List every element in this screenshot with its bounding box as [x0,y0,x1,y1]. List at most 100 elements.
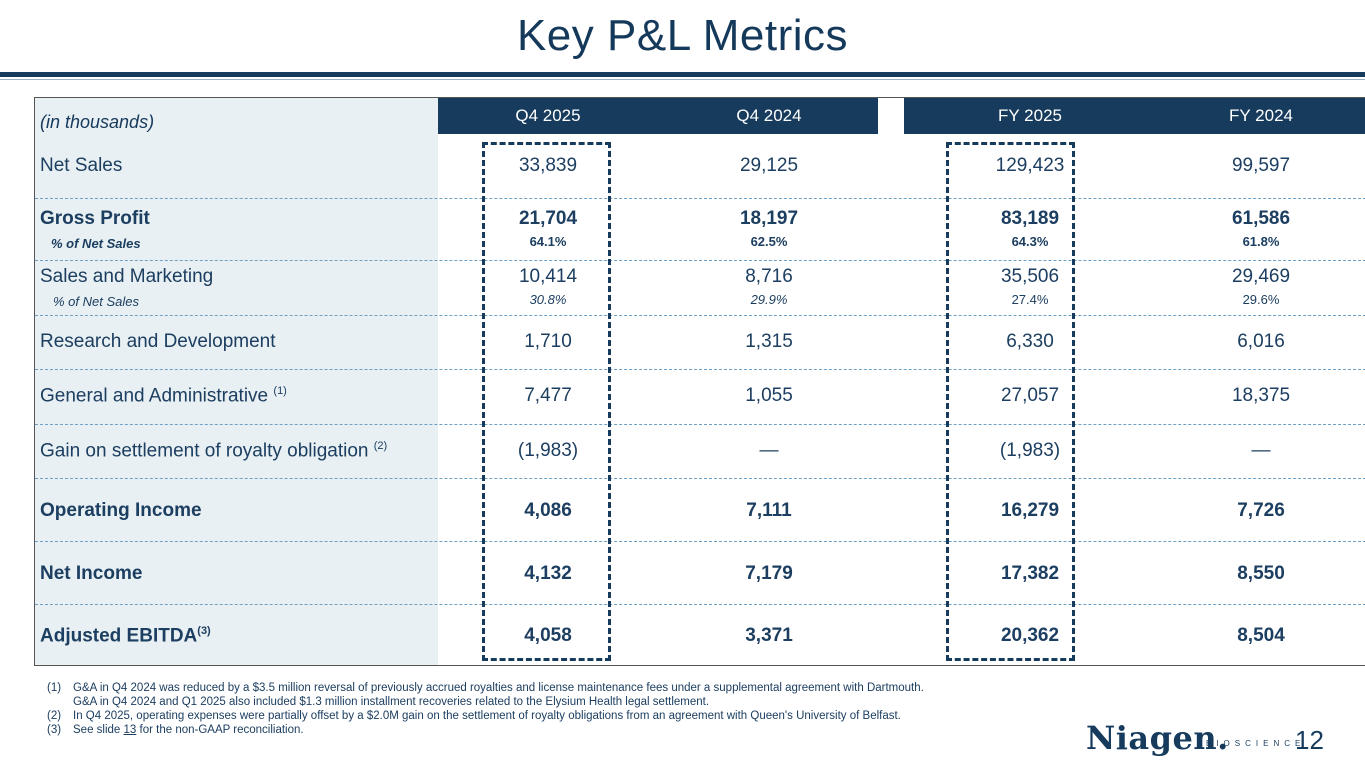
fy-2025-highlight-box [946,142,1075,661]
cell-value: 33,839 [518,155,578,176]
row-label: General and Administrative (1) [40,385,287,407]
row-separator [35,369,1365,370]
table-row: Operating Income 4,086 7,111 16,279 7,72… [35,478,1365,541]
cell-percent: 30.8% [529,292,567,307]
cell-value: 1,315 [745,331,793,352]
table-row: Net Income 4,132 7,179 17,382 8,550 [35,541,1365,604]
cell-value: — [759,440,779,461]
cell-percent: 62.5% [750,234,788,249]
cell-value: 61,586 [1231,208,1291,229]
table-row: Research and Development 1,710 1,315 6,3… [35,315,1365,369]
row-label: Sales and Marketing [40,266,214,287]
row-label: Net Income [40,563,143,584]
page-title: Key P&L Metrics [516,11,849,60]
row-label: Gain on settlement of royalty obligation… [40,440,387,462]
title-divider [0,72,1365,77]
footnote-ref: (1) [273,385,287,397]
row-label: Gross Profit [40,208,150,229]
row-label: Operating Income [40,500,202,521]
cell-percent: 64.3% [1011,234,1049,249]
cell-percent: 61.8% [1242,234,1280,249]
row-separator [35,260,1365,261]
table-row: Sales and Marketing % of Net Sales 10,41… [35,260,1365,315]
row-label: Net Sales [40,155,123,176]
footnote-number: (3) [47,724,62,736]
row-label: Research and Development [40,331,276,352]
footnote-item: (3) See slide 13 for the non-GAAP reconci… [47,723,924,737]
cell-value: 27,057 [1000,385,1060,406]
cell-value: 7,179 [745,563,793,584]
fiscal-year-header-band [904,98,1365,134]
quarter-header-band [438,98,878,134]
cell-value: 18,197 [739,208,799,229]
cell-percent: 64.1% [529,234,567,249]
row-separator [35,424,1365,425]
cell-value: 8,716 [745,266,793,287]
table-row: Net Sales 33,839 29,125 129,423 99,597 [35,134,1365,198]
row-sublabel: % of Net Sales [53,294,139,309]
cell-value: 7,477 [524,385,572,406]
cell-value: (1,983) [999,440,1061,461]
row-label-text: Gain on settlement of royalty obligation [40,440,369,462]
cell-value: 8,550 [1237,563,1285,584]
row-separator [35,604,1365,605]
slide-link[interactable]: 13 [123,724,137,736]
cell-value: 29,469 [1231,266,1291,287]
row-separator [35,315,1365,316]
cell-value: 129,423 [995,155,1065,176]
footnote-text: G&A in Q4 2024 and Q1 2025 also included… [73,696,710,708]
cell-value: 6,016 [1237,331,1285,352]
table-row: Gross Profit % of Net Sales 21,704 18,19… [35,198,1365,260]
row-separator [35,541,1365,542]
units-label: (in thousands) [40,112,155,132]
footnote-text: G&A in Q4 2024 was reduced by a $3.5 mil… [73,682,924,694]
table-row: Adjusted EBITDA(3) 4,058 3,371 20,362 8,… [35,604,1365,666]
cell-value: 7,111 [746,500,792,521]
cell-value: 21,704 [518,208,578,229]
cell-value: 3,371 [745,625,793,646]
cell-value: 18,375 [1231,385,1291,406]
column-header: FY 2024 [1229,106,1293,125]
cell-value: 35,506 [1000,266,1060,287]
cell-value: 4,086 [524,500,572,521]
table-row: Gain on settlement of royalty obligation… [35,424,1365,478]
footnote-item: G&A in Q4 2024 and Q1 2025 also included… [47,695,924,709]
cell-value: 6,330 [1006,331,1054,352]
cell-value: 17,382 [1000,563,1060,584]
pl-metrics-table: (in thousands) Q4 2025 Q4 2024 FY 2025 F… [34,97,1365,666]
cell-value: 16,279 [1000,500,1060,521]
row-label-text: General and Administrative [40,385,269,407]
logo-wordmark: Niagen. [1086,719,1229,757]
cell-value: 1,710 [524,331,572,352]
row-label: Adjusted EBITDA(3) [40,625,211,647]
niagen-logo: Niagen. BIOSCIENCE [1086,719,1300,759]
column-header: FY 2025 [998,106,1062,125]
row-label-text: Adjusted EBITDA [40,625,198,647]
cell-value: 99,597 [1231,155,1291,176]
cell-value: 83,189 [1000,208,1060,229]
cell-value: (1,983) [517,440,579,461]
cell-percent: 27.4% [1011,292,1049,307]
row-separator [35,478,1365,479]
cell-value: 1,055 [745,385,793,406]
footnote-text: See slide [73,724,121,736]
column-header: Q4 2024 [736,106,802,125]
footnote-ref: (3) [197,625,211,637]
footnote-text: In Q4 2025, operating expenses were part… [73,710,901,722]
column-header: Q4 2025 [515,106,581,125]
cell-value: 10,414 [518,266,578,287]
cell-value: 29,125 [739,155,799,176]
footnote-ref: (2) [373,440,388,452]
footnotes: (1) G&A in Q4 2024 was reduced by a $3.5 … [47,681,924,737]
cell-percent: 29.9% [750,292,788,307]
row-separator [35,198,1365,199]
footnote-number: (2) [47,710,62,722]
title-divider-thin [0,79,1365,80]
cell-percent: 29.6% [1242,292,1280,307]
table-row: General and Administrative (1) 7,477 1,0… [35,369,1365,424]
cell-value: — [1251,440,1271,461]
footnote-item: (2) In Q4 2025, operating expenses were p… [47,709,924,723]
label-column-background [35,98,438,665]
footnote-number: (1) [47,682,62,694]
cell-value: 4,132 [524,563,572,584]
